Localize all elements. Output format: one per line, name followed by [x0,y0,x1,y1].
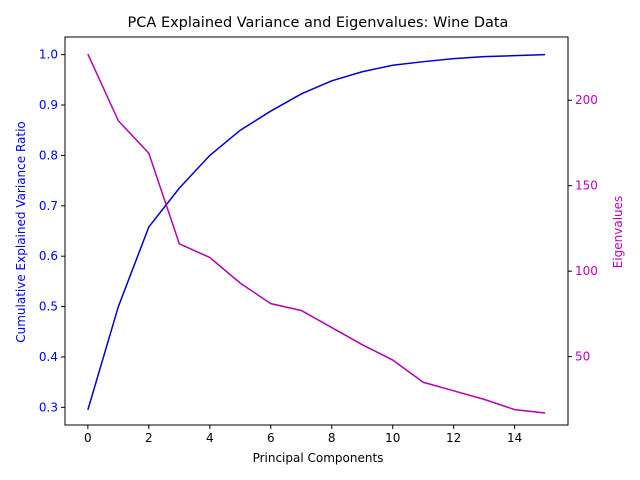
y-left-tick-label: 0.7 [39,199,58,213]
y-left-tick-label: 0.8 [39,148,58,162]
y-left-tick-label: 0.5 [39,300,58,314]
y-left-tick-label: 0.6 [39,249,58,263]
x-tick-label: 2 [145,431,153,445]
x-tick-label: 12 [446,431,461,445]
cumulative-variance-line [87,53,546,411]
y-left-tick-label: 1.0 [39,48,58,62]
y-axis-left-label: Cumulative Explained Variance Ratio [14,121,28,343]
eigenvalue-line [87,53,546,414]
x-tick-label: 14 [507,431,522,445]
x-tick-label: 4 [206,431,214,445]
plot-frame [64,36,569,426]
x-axis-label: Principal Components [253,451,384,465]
x-tick-label: 6 [267,431,275,445]
y-left-tick-label: 0.4 [39,350,58,364]
chart-title: PCA Explained Variance and Eigenvalues: … [128,15,509,31]
y-left-tick-label: 0.9 [39,98,58,112]
y-left-tick-label: 0.3 [39,400,58,414]
y-right-tick-label: 50 [575,350,590,364]
x-tick-label: 0 [84,431,92,445]
y-right-tick-label: 100 [575,264,598,278]
y-right-tick-label: 150 [575,179,598,193]
y-right-tick-label: 200 [575,93,598,107]
y-axis-right-label: Eigenvalues [611,196,625,269]
x-tick-label: 8 [328,431,336,445]
x-tick-label: 10 [385,431,400,445]
